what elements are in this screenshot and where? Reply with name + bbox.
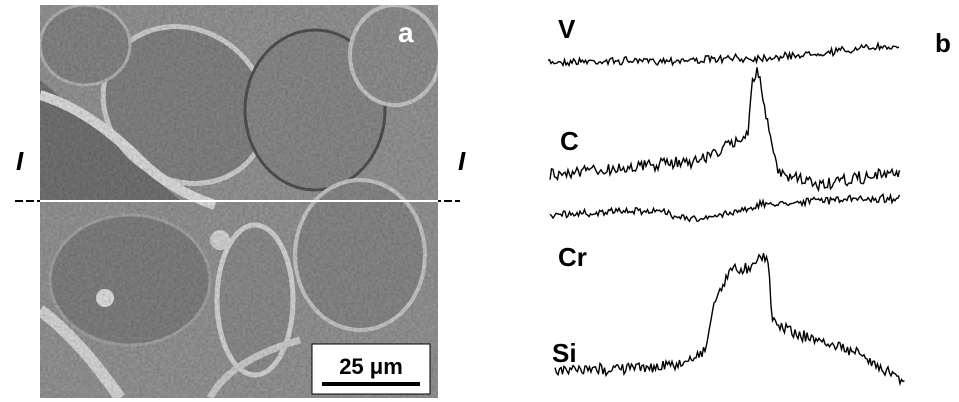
line-label: I xyxy=(16,146,24,176)
line-scan-trace xyxy=(548,43,899,65)
sem-image xyxy=(40,0,440,398)
trace-label: V xyxy=(558,14,576,44)
trace-label: C xyxy=(560,126,579,156)
line-scan-trace xyxy=(550,67,900,190)
panel-label: b xyxy=(935,28,951,58)
panel-label: a xyxy=(398,17,414,48)
scale-bar-label: 25 μm xyxy=(339,354,403,379)
traces xyxy=(548,43,905,383)
line-label: I xyxy=(458,146,466,176)
trace-label: Si xyxy=(552,338,577,368)
figure: I I a 25 μm b V C Cr Si xyxy=(0,0,959,402)
line-scan-trace xyxy=(550,194,900,221)
line-scan-trace xyxy=(555,253,905,383)
trace-label: Cr xyxy=(558,242,587,272)
